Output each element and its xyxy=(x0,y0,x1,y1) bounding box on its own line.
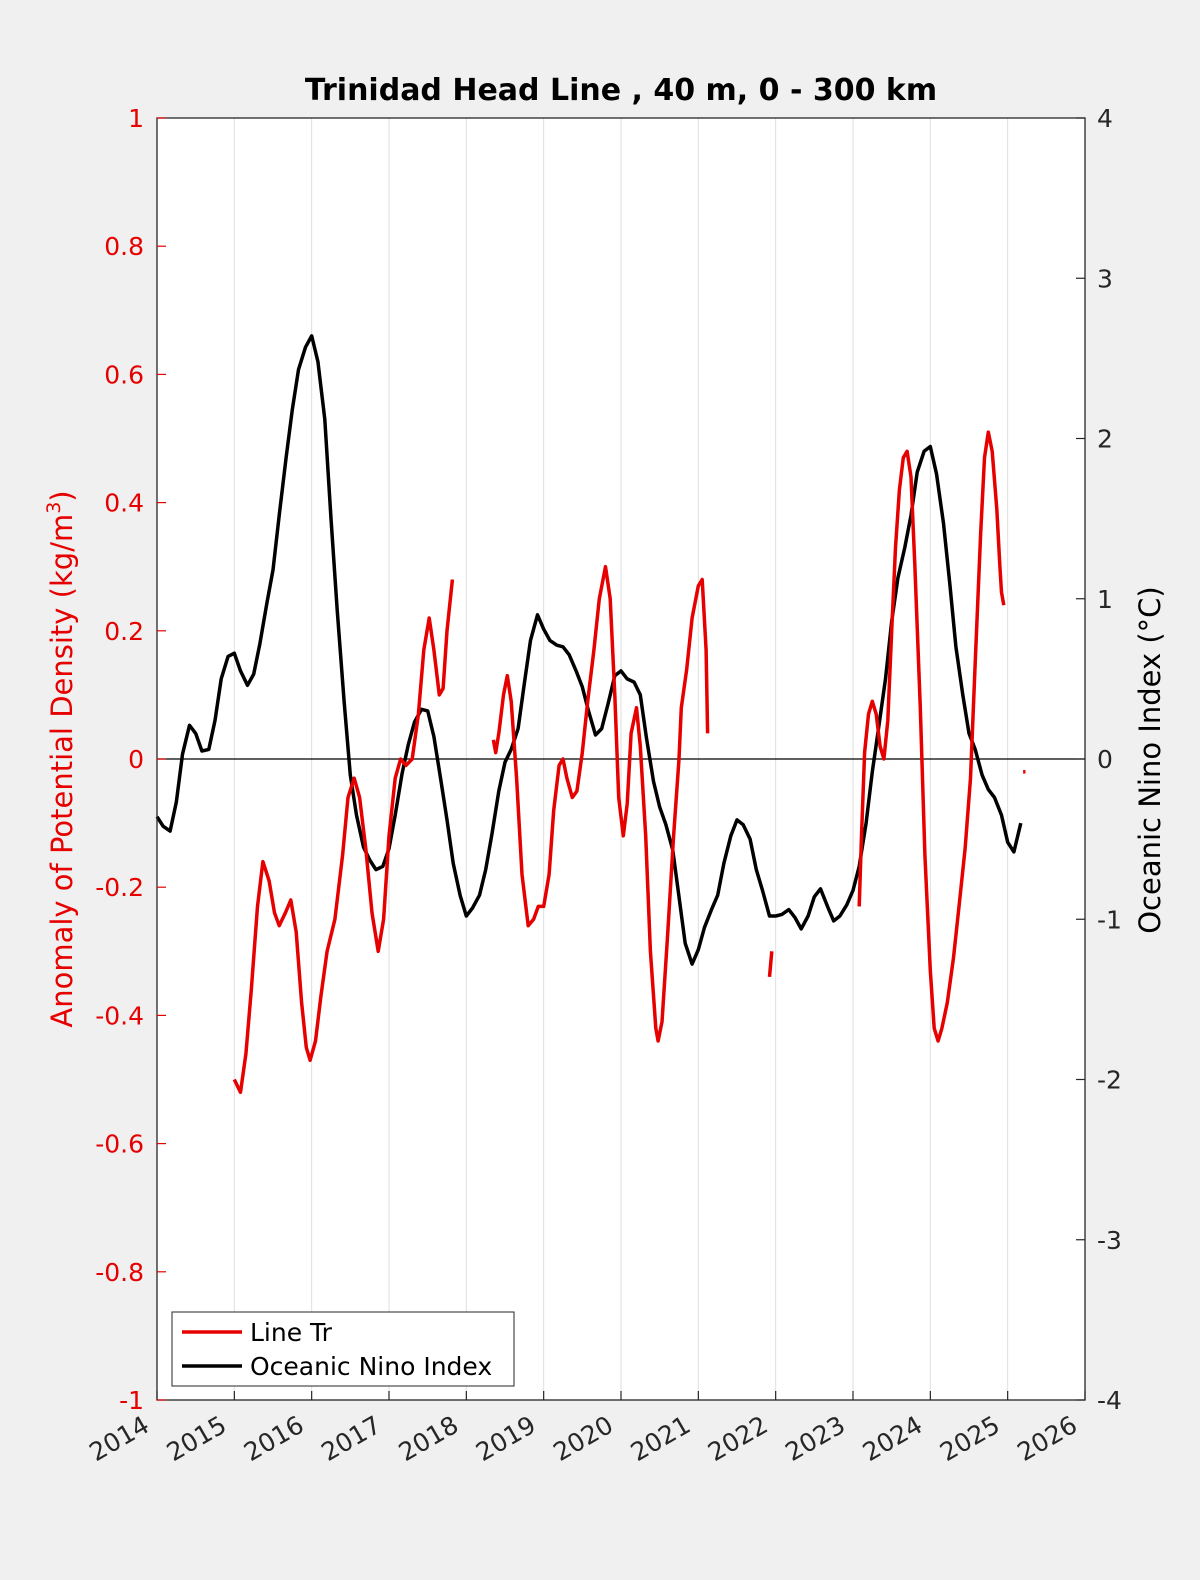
y-axis-left-label-main: Anomaly of Potential Density (kg/m xyxy=(45,514,79,1028)
y-left-tick-label: -0.8 xyxy=(95,1258,144,1287)
y-left-tick-label: 1 xyxy=(128,104,144,133)
y-right-tick-label: -3 xyxy=(1097,1226,1122,1255)
y-left-tick-label: -0.2 xyxy=(95,873,144,902)
legend-label-line-tr: Line Tr xyxy=(250,1318,333,1347)
series-oceanic-nino-index-segment-0 xyxy=(155,334,1023,966)
y-axis-left-label: Anomaly of Potential Density (kg/m3) xyxy=(43,490,79,1027)
y-left-tick-label: -0.6 xyxy=(95,1130,144,1159)
series-line-tr-segment-0 xyxy=(232,579,455,1095)
y-left-tick-label: -1 xyxy=(119,1386,144,1415)
series-layer xyxy=(155,334,1026,1095)
y-left-tick-label: 0.6 xyxy=(104,360,144,389)
y-left-tick-label: 0.2 xyxy=(104,617,144,646)
y-left-tick-label: 0.8 xyxy=(104,232,144,261)
series-line-tr-segment-3 xyxy=(857,430,1006,1043)
y-right-tick-label: -2 xyxy=(1097,1066,1122,1095)
y-right-tick-label: -4 xyxy=(1097,1386,1122,1415)
y-right-tick-label: 0 xyxy=(1097,745,1113,774)
chart-title: Trinidad Head Line , 40 m, 0 - 300 km xyxy=(305,73,937,108)
y-left-tick-label: 0.4 xyxy=(104,489,144,518)
y-left-tick-label: -0.4 xyxy=(95,1001,144,1030)
series-line-tr-segment-2 xyxy=(767,951,774,978)
y-axis-right-label: Oceanic Nino Index (°C) xyxy=(1133,586,1167,934)
legend: Line Tr Oceanic Nino Index xyxy=(171,1311,515,1387)
legend-label-oni: Oceanic Nino Index xyxy=(250,1352,492,1381)
legend-box xyxy=(171,1311,515,1387)
series-line-tr-segment-1 xyxy=(491,564,710,1043)
y-axis-left-label-close: ) xyxy=(45,490,79,501)
y-right-tick-label: 3 xyxy=(1097,264,1113,293)
y-right-tick-label: 4 xyxy=(1097,104,1113,133)
y-right-tick-label: 1 xyxy=(1097,585,1113,614)
y-right-tick-label: 2 xyxy=(1097,425,1113,454)
y-right-tick-label: -1 xyxy=(1097,905,1122,934)
y-axis-left-label-superscript: 3 xyxy=(43,502,65,514)
y-left-tick-label: 0 xyxy=(128,745,144,774)
